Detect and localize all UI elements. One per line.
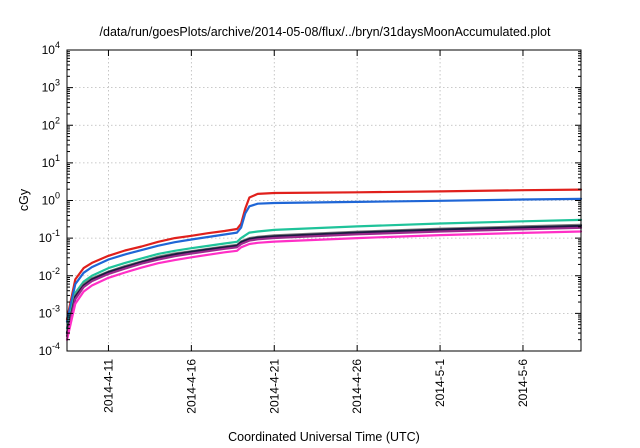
y-tick-label: 104: [42, 40, 60, 57]
y-tick-label: 10-1: [39, 228, 60, 245]
x-tick-label: 2014-4-16: [184, 359, 198, 414]
series-layer: [65, 188, 583, 341]
y-tick-label: 10-4: [39, 341, 60, 358]
series-line: [65, 218, 583, 330]
y-tick-label: 10-2: [39, 266, 60, 283]
x-axis-label: Coordinated Universal Time (UTC): [228, 430, 420, 444]
y-axis-label: cGy: [17, 188, 31, 211]
y-tick-labels: 10-4 10-3 10-2 10-1 100 101 102 103 104: [39, 40, 60, 358]
series-line: [65, 223, 583, 335]
axis-ticks: [67, 49, 581, 352]
x-tick-labels: 2014-4-11 2014-4-16 2014-4-21 2014-4-26 2014…: [101, 359, 530, 414]
series-line: [65, 197, 583, 323]
series-line: [65, 224, 583, 335]
x-tick-label: 2014-4-26: [350, 359, 364, 414]
y-tick-label: 102: [42, 115, 60, 132]
series-line: [65, 226, 583, 338]
x-tick-label: 2014-5-6: [516, 359, 530, 407]
y-tick-label: 10-3: [39, 303, 60, 320]
x-tick-label: 2014-5-1: [433, 359, 447, 407]
series-line: [65, 188, 583, 321]
y-tick-label: 100: [42, 191, 60, 208]
y-tick-label: 103: [42, 78, 60, 95]
chart-title: /data/run/goesPlots/archive/2014-05-08/f…: [100, 25, 551, 39]
x-tick-label: 2014-4-21: [267, 359, 281, 414]
x-tick-label: 2014-4-11: [101, 359, 115, 413]
y-tick-label: 101: [42, 153, 60, 170]
series-line: [65, 230, 583, 341]
